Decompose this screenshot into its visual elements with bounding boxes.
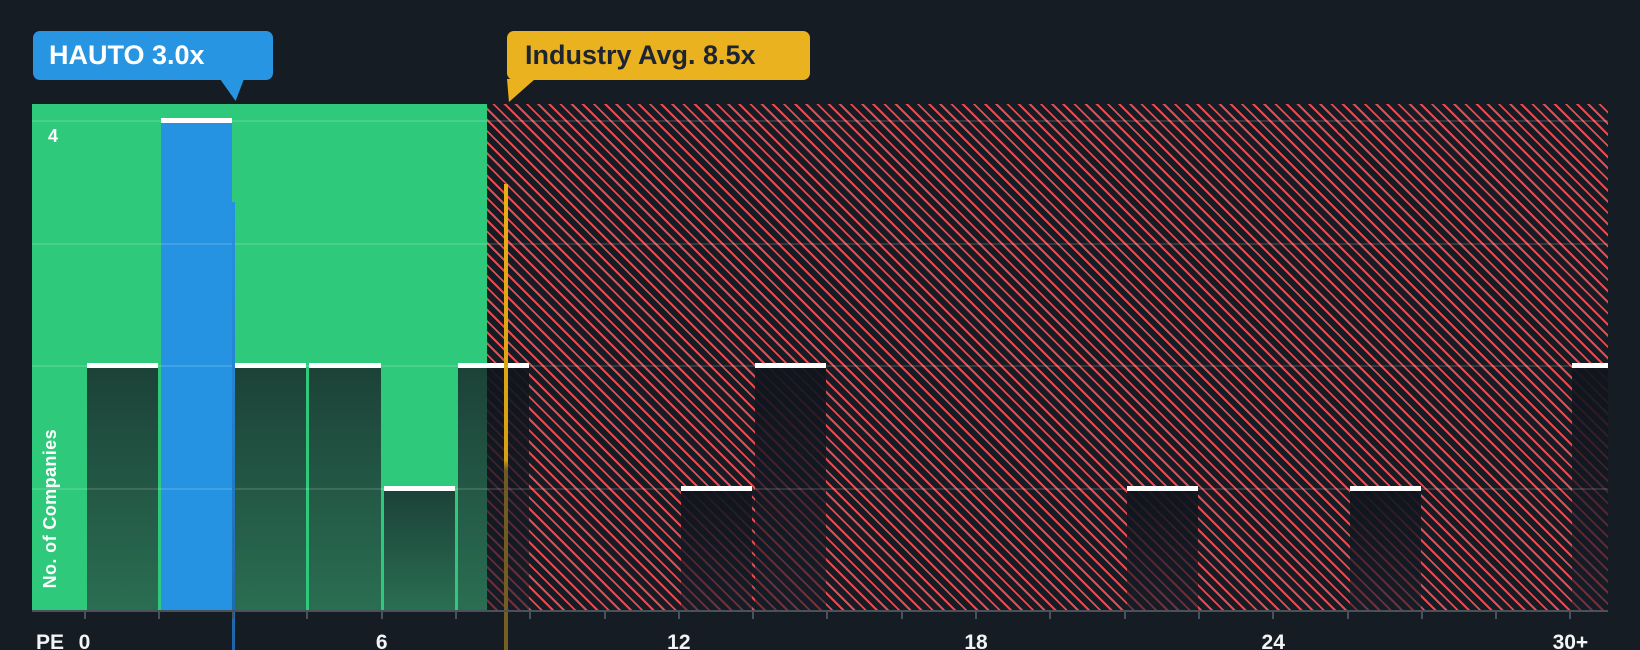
- industry-marker-line: [503, 184, 508, 650]
- x-axis-tick-label: 18: [964, 631, 988, 650]
- bar-cap: [1126, 485, 1198, 491]
- x-axis-tick: [752, 612, 755, 619]
- histogram-bar[interactable]: [680, 490, 753, 610]
- bar-cap: [1572, 363, 1608, 368]
- bar-cap: [309, 363, 381, 368]
- industry-callout-pointer: [507, 79, 535, 102]
- x-axis-tick: [380, 612, 383, 619]
- x-axis-tick: [232, 612, 235, 619]
- bar-cap: [235, 363, 307, 368]
- bars-layer: [32, 104, 1608, 610]
- histogram-bar[interactable]: [309, 368, 381, 610]
- industry-callout-label: Industry Avg. 8.5x: [525, 40, 756, 70]
- x-axis-tick: [1495, 612, 1498, 619]
- bar-cap: [383, 485, 455, 491]
- bar-cap: [755, 363, 827, 368]
- bar-cap: [86, 363, 158, 368]
- histogram-bar[interactable]: [1349, 490, 1421, 610]
- x-axis-tick: [83, 612, 86, 619]
- x-axis-tick-label: 6: [375, 631, 388, 650]
- bar-cap: [160, 118, 233, 123]
- x-axis-tick: [1346, 612, 1349, 619]
- histogram-bar[interactable]: [1126, 490, 1198, 610]
- bar-cap: [680, 485, 753, 491]
- bar-cap: [457, 363, 530, 368]
- grid-layer: [32, 104, 1608, 610]
- gridline: [32, 242, 1608, 245]
- industry-callout: Industry Avg. 8.5x: [507, 31, 810, 80]
- histogram-bar[interactable]: [235, 368, 307, 610]
- x-axis-tick: [157, 612, 160, 619]
- x-axis-tick-label: 30+: [1552, 631, 1589, 650]
- histogram-bar[interactable]: [755, 368, 827, 610]
- x-axis-tick: [1123, 612, 1126, 619]
- histogram-bar[interactable]: [487, 368, 530, 610]
- x-axis-tick-label: 0: [78, 631, 91, 650]
- x-axis-title: PE: [36, 631, 65, 650]
- x-axis-tick: [1272, 612, 1275, 619]
- gridline: [32, 120, 1608, 122]
- histogram-bar-highlighted[interactable]: [160, 123, 233, 610]
- histogram-bar[interactable]: [457, 368, 488, 610]
- y-axis-tick-4: 4: [48, 126, 59, 146]
- x-axis-tick: [900, 612, 903, 619]
- chart-plot-area: [32, 104, 1608, 650]
- company-marker-line: [231, 202, 235, 650]
- histogram-bar[interactable]: [1572, 368, 1608, 610]
- x-axis-tick: [1569, 612, 1572, 619]
- company-callout-label: HAUTO 3.0x: [49, 40, 205, 70]
- gridline: [32, 365, 1608, 367]
- x-axis-line: [32, 610, 1608, 612]
- x-axis-tick: [603, 612, 606, 619]
- histogram-bar[interactable]: [383, 490, 455, 610]
- x-axis-tick-label: 24: [1261, 631, 1285, 650]
- x-axis-tick: [826, 612, 829, 619]
- y-axis-title: No. of Companies: [40, 428, 60, 588]
- x-axis-tick: [975, 612, 978, 619]
- above-average-hatched-zone: [487, 104, 1608, 610]
- company-callout-pointer: [220, 79, 244, 101]
- x-axis-tick: [1420, 612, 1423, 619]
- gridline: [32, 487, 1608, 490]
- x-axis-tick: [306, 612, 309, 619]
- x-axis-tick: [1197, 612, 1200, 619]
- x-axis-tick-label: 12: [667, 631, 691, 650]
- x-axis-tick: [529, 612, 532, 619]
- x-axis-tick: [677, 612, 680, 619]
- histogram-bar[interactable]: [86, 368, 158, 610]
- company-callout: HAUTO 3.0x: [33, 31, 273, 80]
- x-axis-tick: [454, 612, 457, 619]
- x-axis-tick: [1049, 612, 1052, 619]
- bar-cap: [1349, 485, 1421, 491]
